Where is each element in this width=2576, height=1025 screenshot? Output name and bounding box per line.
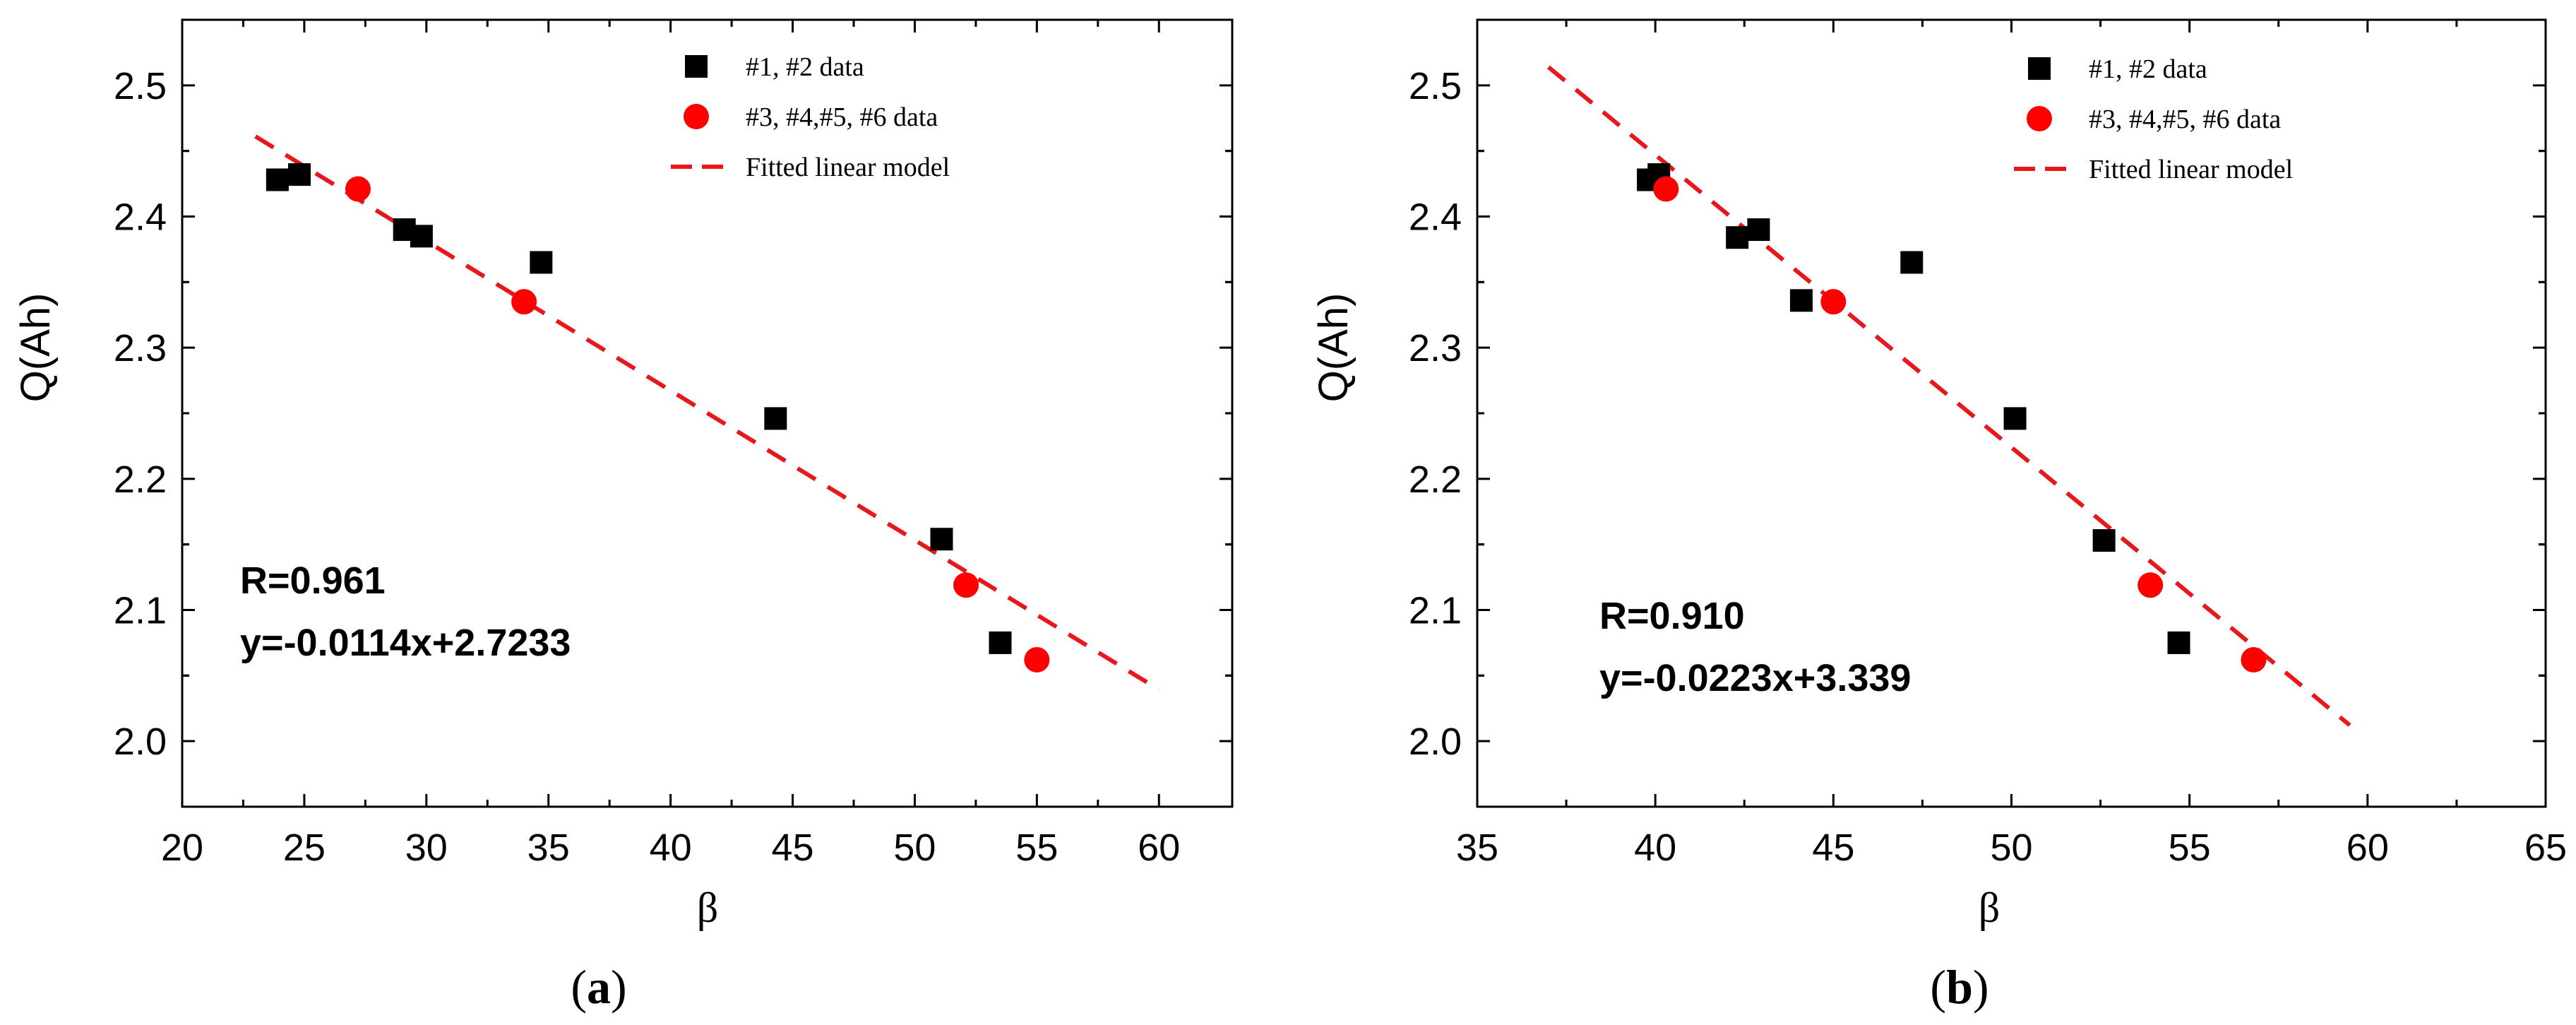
x-axis-label-b: β — [1979, 884, 2000, 931]
y-tick-label: 2.0 — [1409, 721, 1462, 763]
y-tick-label: 2.2 — [1409, 458, 1462, 501]
x-tick-label: 45 — [771, 826, 813, 869]
x-tick-label: 60 — [1138, 826, 1180, 869]
y-axis-label-b: Q(Ah) — [1311, 293, 1356, 403]
data-point-circle — [1653, 176, 1679, 202]
fit-line-layer-b — [1546, 65, 2351, 727]
x-tick-label: 55 — [1015, 826, 1058, 869]
x-tick-label: 55 — [2169, 826, 2211, 869]
annotation-r-a: R=0.961 — [240, 559, 386, 602]
legend-circle-swatch — [684, 104, 709, 129]
data-point-circle — [2137, 572, 2164, 598]
panel-label-b-letter: b — [1946, 960, 1973, 1014]
annotation-equation-b: y=-0.0223x+3.339 — [1599, 657, 1911, 699]
legend-circle-swatch — [2027, 106, 2052, 131]
x-tick-label: 60 — [2347, 826, 2389, 869]
legend-label: Fitted linear model — [2089, 155, 2293, 184]
legend-label: #1, #2 data — [2089, 54, 2207, 84]
y-tick-label: 2.5 — [114, 65, 167, 107]
legend-label: #3, #4,#5, #6 data — [746, 102, 938, 132]
x-tick-label: 20 — [161, 826, 203, 869]
data-point-square — [266, 168, 289, 191]
data-point-circle — [1820, 289, 1847, 315]
panel-label-a: (a) — [571, 960, 626, 1014]
x-tick-label: 50 — [893, 826, 936, 869]
data-point-square — [530, 251, 553, 274]
panel-label-a-open: ( — [571, 960, 587, 1014]
data-point-square — [1726, 226, 1749, 249]
panel-label-b-open: ( — [1930, 960, 1946, 1014]
legend-label: #1, #2 data — [746, 52, 864, 82]
data-point-circle — [511, 289, 537, 315]
x-axis-label-a: β — [697, 884, 719, 931]
x-tick-label: 65 — [2524, 826, 2567, 869]
x-tick-label: 35 — [527, 826, 570, 869]
x-tick-label: 40 — [1634, 826, 1676, 869]
legend-a: #1, #2 data #3, #4,#5, #6 data Fitted line… — [671, 52, 950, 182]
legend-b: #1, #2 data #3, #4,#5, #6 data Fitted line… — [2014, 54, 2293, 184]
data-point-square — [930, 528, 953, 551]
data-point-square — [1900, 251, 1924, 274]
axis-ticks-b: 35 40 45 50 55 60 65 2.0 2.1 2.2 2.3 2.4 2.5 — [1409, 20, 2567, 869]
chart-panel-b: 35 40 45 50 55 60 65 2.0 2.1 2.2 2.3 2.4 2.5 #1, #2 … — [1311, 18, 2567, 1014]
data-point-square — [2167, 631, 2190, 654]
data-point-circle — [953, 572, 979, 598]
legend-square-swatch — [685, 55, 708, 78]
fitted-linear-model-line — [1546, 65, 2351, 727]
legend-label: #3, #4,#5, #6 data — [2089, 105, 2281, 134]
axis-ticks-a: 20 25 30 35 40 45 50 55 60 2.0 2.1 2.2 2.3 2.4 2.5 — [114, 20, 1232, 869]
y-tick-label: 2.2 — [114, 458, 167, 501]
x-tick-label: 30 — [405, 826, 448, 869]
y-tick-label: 2.4 — [114, 196, 167, 239]
panel-label-a-close: ) — [611, 960, 627, 1014]
data-point-square — [1789, 289, 1813, 312]
data-point-square — [764, 407, 787, 430]
data-points-a — [266, 163, 1050, 673]
y-tick-label: 2.4 — [1409, 196, 1462, 239]
data-point-square — [2092, 529, 2116, 552]
panel-label-a-letter: a — [587, 960, 611, 1014]
data-point-square — [410, 225, 433, 248]
annotation-equation-a: y=-0.0114x+2.7233 — [240, 622, 571, 664]
x-tick-label: 50 — [1990, 826, 2032, 869]
y-tick-label: 2.0 — [114, 721, 167, 763]
data-point-square — [2003, 407, 2027, 430]
data-point-square — [1747, 218, 1770, 242]
x-tick-label: 40 — [650, 826, 692, 869]
legend-label: Fitted linear model — [746, 153, 950, 182]
x-tick-label: 35 — [1456, 826, 1498, 869]
data-point-circle — [2241, 647, 2267, 673]
panel-label-b: (b) — [1930, 960, 1988, 1014]
legend-square-swatch — [2028, 57, 2051, 80]
y-tick-label: 2.1 — [114, 590, 167, 632]
y-tick-label: 2.1 — [1409, 590, 1462, 632]
y-axis-label-a: Q(Ah) — [13, 293, 59, 403]
chart-panel-a: 20 25 30 35 40 45 50 55 60 2.0 2.1 2.2 2.3 2.4 2.5 #1,… — [13, 18, 1234, 1014]
x-tick-label: 25 — [283, 826, 326, 869]
y-tick-label: 2.3 — [1409, 327, 1462, 369]
data-point-circle — [1024, 647, 1050, 673]
annotation-r-b: R=0.910 — [1599, 595, 1745, 637]
y-tick-label: 2.5 — [1409, 65, 1462, 107]
data-points-b — [1637, 163, 2267, 673]
y-tick-label: 2.3 — [114, 327, 167, 369]
data-point-square — [287, 163, 311, 186]
data-point-square — [989, 631, 1012, 654]
data-point-circle — [345, 176, 371, 202]
x-tick-label: 45 — [1812, 826, 1854, 869]
panel-label-b-close: ) — [1973, 960, 1989, 1014]
